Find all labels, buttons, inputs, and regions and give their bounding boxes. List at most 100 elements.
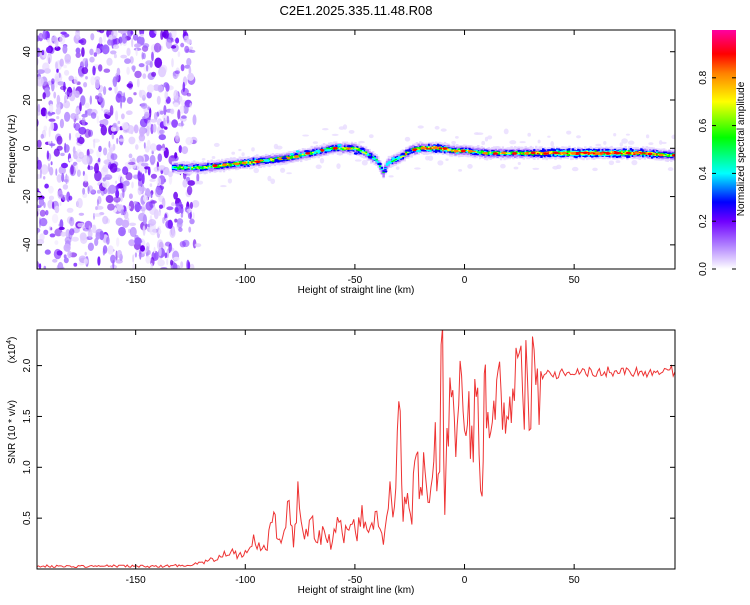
ridge-peak [412,148,418,151]
noise-blob [136,78,140,88]
ridge-cell [226,163,229,165]
colorbar-tick-label: 0.0 [698,262,709,276]
noise-blob [68,132,72,141]
faint-speckle [667,167,674,172]
noise-blob [116,249,123,259]
ridge-cell [401,153,405,157]
faint-speckle [503,128,509,135]
faint-speckle [484,136,489,142]
noise-blob [59,58,64,67]
noise-blob [128,193,133,199]
noise-blob [90,76,95,86]
noise-blob [37,79,42,85]
ridge-cell [196,167,199,169]
noise-blob [177,109,181,120]
spectrogram-frame [36,29,676,270]
noise-blob [72,86,76,95]
noise-blob [32,209,35,215]
noise-blob [170,259,174,266]
faint-speckle [414,167,421,170]
noise-blob [124,58,131,64]
ridge-cell [457,150,461,152]
noise-blob [138,134,146,142]
faint-speckle [625,133,630,136]
ridge-cell [259,160,262,162]
noise-blob [95,48,101,55]
noise-blob [196,172,200,183]
noise-blob [67,250,72,259]
noise-blob [187,261,191,269]
noise-blob [174,152,178,159]
ridge-cell [629,152,633,154]
noise-blob [158,228,162,235]
faint-speckle [342,124,348,130]
ridge-peak [433,146,438,150]
noise-blob [37,238,45,245]
noise-blob [170,108,175,115]
ridge-cell [208,166,212,168]
noise-blob [81,67,89,75]
noise-blob [62,184,69,190]
noise-blob [189,46,194,50]
noise-blob [97,256,101,266]
snr-panel: -150 -100 -50 0 50 0.5 1.0 1.5 2.0 Height of st… [6,329,676,596]
noise-blob [179,201,183,205]
noise-blob [175,207,179,213]
faint-speckle [253,167,260,174]
faint-speckle [661,141,667,145]
noise-blob [81,154,90,165]
ridge-cell [240,161,243,165]
ridge-cell [326,147,329,151]
ridge-cell [540,152,543,156]
noise-blob [90,112,97,119]
noise-blob [50,227,53,231]
noise-blob [40,133,44,139]
noise-blob [102,215,109,225]
noise-blob [43,265,47,269]
noise-blob [55,107,61,115]
noise-blob [39,217,48,227]
noise-blob [38,32,44,42]
noise-blob [187,212,192,219]
noise-blob [123,92,126,103]
faint-speckle [532,167,540,170]
noise-blob [96,115,100,124]
noise-blob [140,162,149,167]
noise-blob [182,81,186,93]
ridge-cell [666,154,669,156]
ridge-cell [450,150,454,152]
faint-speckle [348,129,355,134]
noise-blob [172,262,178,269]
ridge-cell [359,150,362,152]
noise-blob [92,224,97,234]
noise-blob [94,238,99,246]
ridge-cell [594,152,597,154]
noise-blob [120,54,128,59]
noise-blob [166,258,169,266]
noise-blob [178,145,182,154]
noise-blob [112,122,117,128]
noise-blob [103,159,112,165]
noise-blob [140,245,145,252]
noise-blob [133,92,137,96]
noise-blob [49,233,56,238]
noise-blob [82,180,89,188]
ridge-cell [656,153,659,155]
ridge-cell [394,159,398,161]
noise-blob [78,39,84,44]
ridge-cell [175,166,178,168]
noise-blob [51,213,59,224]
noise-blob [95,95,99,100]
noise-blob [170,30,177,39]
colorbar-tick-label: 0.2 [698,214,709,228]
ridge-cell [252,161,255,164]
noise-blob [80,234,88,244]
ridge-peak [605,152,611,155]
ridge-cell [342,147,345,151]
ridge-cell [557,152,561,154]
noise-blob [189,102,192,108]
faint-speckle [361,159,368,166]
noise-blob [48,126,51,138]
noise-blob [159,110,164,115]
faint-speckle [566,130,572,135]
